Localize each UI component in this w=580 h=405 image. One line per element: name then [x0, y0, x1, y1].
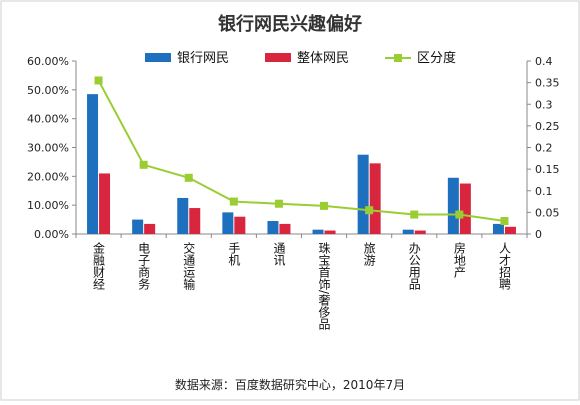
line-point-5 [320, 201, 329, 210]
line-path [97, 79, 505, 223]
right-tick-label: 0.05 [535, 206, 560, 219]
left-tick-label: 60.00% [27, 55, 69, 68]
bar-bank-3 [222, 212, 234, 234]
bar-overall-6 [369, 163, 381, 234]
bar-overall-5 [324, 230, 336, 234]
legend-swatch-0 [145, 53, 171, 62]
bar-overall-7 [414, 230, 426, 234]
bar-overall-3 [234, 216, 246, 234]
line-point-4 [274, 199, 283, 208]
right-tick-label: 0.2 [535, 142, 553, 155]
legend-label-1: 整体网民 [297, 51, 349, 66]
chart-title: 银行网民兴趣偏好 [218, 13, 362, 35]
bar-overall-8 [459, 183, 471, 234]
category-label-2: 交通运输 [182, 241, 196, 291]
line-point-6 [365, 206, 374, 215]
bar-overall-1 [144, 223, 156, 234]
bar-overall-0 [99, 173, 111, 234]
category-label-9: 人才招聘 [497, 242, 511, 290]
line-point-1 [139, 160, 148, 169]
line-point-0 [94, 76, 103, 85]
bar-overall-9 [504, 226, 516, 234]
bar-overall-4 [279, 223, 291, 234]
bar-bank-0 [87, 94, 99, 235]
bar-overall-2 [189, 208, 201, 234]
category-label-3: 手机 [227, 242, 241, 266]
bar-bank-8 [447, 177, 459, 234]
bar-bank-4 [267, 221, 279, 234]
right-tick-label: 0.4 [535, 55, 553, 68]
left-tick-label: 0.00% [34, 228, 69, 241]
bars [87, 94, 516, 235]
right-tick-label: 0.1 [535, 185, 553, 198]
category-label-7: 办公用品 [407, 241, 421, 290]
legend-label-2: 区分度 [417, 50, 456, 66]
bar-bank-5 [312, 229, 324, 234]
line-point-3 [229, 197, 238, 206]
right-tick-label: 0 [535, 228, 542, 241]
right-tick-label: 0.35 [535, 77, 560, 90]
line-point-9 [500, 217, 509, 226]
left-tick-label: 20.00% [27, 170, 69, 183]
right-tick-label: 0.3 [535, 98, 553, 111]
left-tick-label: 50.00% [27, 84, 69, 97]
bar-bank-9 [492, 223, 504, 234]
bar-bank-1 [132, 219, 144, 234]
right-tick-label: 0.25 [535, 120, 560, 133]
line-point-7 [410, 210, 419, 219]
left-tick-label: 40.00% [27, 113, 69, 126]
bar-bank-6 [357, 154, 369, 234]
right-tick-label: 0.15 [535, 163, 560, 176]
category-label-5: 珠宝首饰/奢侈品 [317, 242, 331, 330]
bar-bank-7 [402, 229, 414, 234]
category-label-0: 金融财经 [92, 241, 106, 290]
left-tick-label: 30.00% [27, 142, 69, 155]
category-label-4: 通讯 [272, 242, 286, 267]
legend-marker-2 [394, 54, 402, 62]
category-label-1: 电子商务 [137, 242, 151, 290]
legend-swatch-1 [265, 53, 291, 62]
source-note: 数据来源：百度数据研究中心，2010年7月 [175, 377, 405, 392]
left-tick-label: 10.00% [27, 199, 69, 212]
line-point-2 [184, 173, 193, 182]
legend: 银行网民 整体网民 区分度 [145, 50, 456, 66]
line-series [94, 76, 509, 226]
bar-bank-2 [177, 197, 189, 234]
category-label-6: 旅游 [362, 242, 376, 266]
legend-label-0: 银行网民 [177, 51, 229, 66]
line-point-8 [455, 210, 464, 219]
category-labels: 金融财经 电子商务 交通运输 手机 通讯 珠宝首饰/奢侈品 旅游 办公用品 房地产 人才招聘 [92, 241, 512, 330]
category-label-8: 房地产 [452, 241, 466, 279]
